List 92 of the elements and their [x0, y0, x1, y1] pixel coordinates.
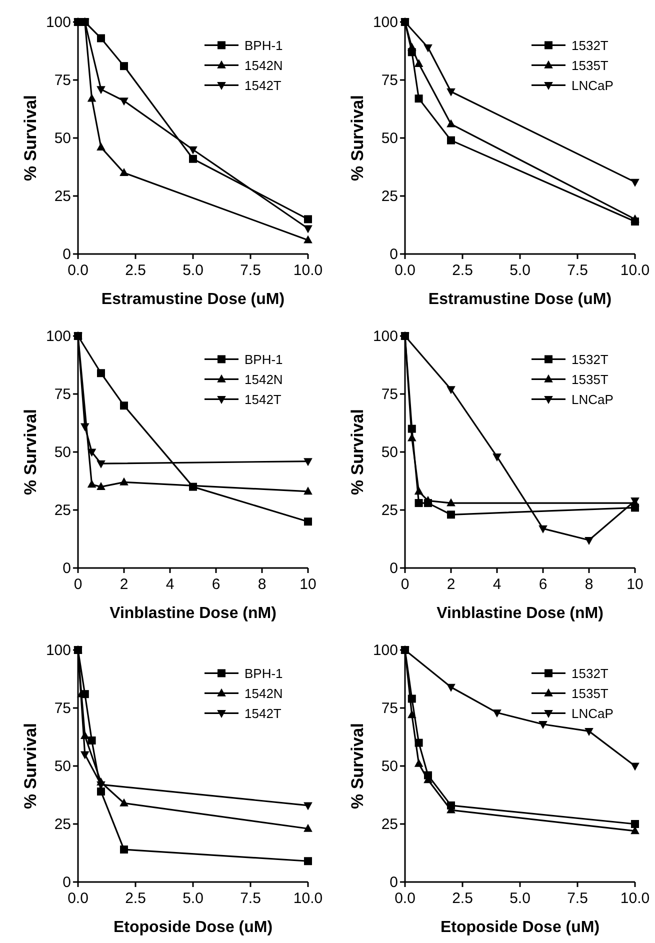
y-tick-label: 50 — [54, 444, 71, 461]
y-tick-label: 100 — [372, 642, 398, 659]
x-tick-label: 6 — [538, 576, 548, 593]
y-axis-title: % Survival — [348, 409, 367, 495]
x-tick-label: 7.5 — [567, 890, 588, 907]
y-axis-title: % Survival — [21, 723, 40, 809]
y-tick-label: 75 — [54, 72, 71, 89]
legend-label: BPH-1 — [244, 38, 283, 54]
x-tick-label: 0.0 — [394, 890, 416, 907]
legend-label: 1532T — [572, 38, 608, 54]
x-tick-label: 0 — [74, 576, 82, 593]
y-tick-label: 100 — [46, 14, 71, 31]
legend-label: BPH-1 — [244, 352, 283, 368]
y-axis-title: % Survival — [21, 95, 40, 181]
y-tick-label: 25 — [54, 816, 71, 833]
legend-label: LNCaP — [572, 392, 614, 408]
y-tick-label: 50 — [54, 130, 71, 147]
y-tick-label: 50 — [381, 130, 398, 147]
x-tick-label: 2.5 — [125, 890, 146, 907]
x-tick-label: 5.0 — [510, 262, 530, 279]
x-tick-label: 7.5 — [240, 262, 261, 279]
y-axis-title: % Survival — [348, 95, 367, 181]
x-tick-label: 0.0 — [394, 262, 416, 279]
y-tick-label: 75 — [54, 386, 71, 403]
x-tick-label: 10.0 — [293, 890, 323, 907]
y-tick-label: 100 — [372, 14, 398, 31]
x-axis-title: Estramustine Dose (uM) — [101, 291, 285, 308]
y-tick-label: 25 — [381, 188, 398, 205]
y-tick-label: 25 — [381, 816, 398, 833]
x-tick-label: 10 — [626, 576, 644, 593]
y-tick-label: 0 — [62, 874, 71, 891]
x-tick-label: 8 — [584, 576, 594, 593]
x-tick-label: 7.5 — [240, 890, 261, 907]
legend-label: 1535T — [572, 372, 608, 388]
legend-label: BPH-1 — [244, 666, 283, 682]
x-tick-label: 2.5 — [125, 262, 146, 279]
legend-label: 1535T — [572, 58, 608, 74]
legend-label: 1542T — [244, 392, 282, 408]
y-tick-label: 75 — [381, 72, 398, 89]
legend-label: 1542T — [244, 78, 282, 94]
legend-label: 1542N — [244, 686, 283, 702]
x-tick-label: 5.0 — [182, 890, 204, 907]
x-axis-title: Estramustine Dose (uM) — [428, 291, 612, 308]
x-axis-title: Etoposide Dose (uM) — [440, 919, 600, 936]
legend-label: 1542N — [244, 58, 283, 74]
x-tick-label: 8 — [258, 576, 266, 593]
x-tick-label: 10.0 — [620, 890, 650, 907]
y-tick-label: 50 — [381, 758, 398, 775]
x-axis-title: Etoposide Dose (uM) — [113, 919, 273, 936]
legend-label: LNCaP — [572, 78, 614, 94]
y-axis-title: % Survival — [21, 409, 40, 495]
x-axis-title: Vinblastine Dose (nM) — [110, 605, 276, 622]
x-tick-label: 0.0 — [68, 890, 88, 907]
y-tick-label: 25 — [54, 502, 71, 519]
x-tick-label: 6 — [212, 576, 220, 593]
x-tick-label: 0.0 — [68, 262, 88, 279]
x-tick-label: 5.0 — [182, 262, 204, 279]
y-tick-label: 25 — [381, 502, 398, 519]
x-tick-label: 10.0 — [620, 262, 650, 279]
legend-label: 1542N — [244, 372, 283, 388]
legend-label: LNCaP — [572, 706, 614, 722]
y-axis-title: % Survival — [348, 723, 367, 809]
x-axis-title: Vinblastine Dose (nM) — [436, 605, 604, 622]
y-tick-label: 50 — [381, 444, 398, 461]
y-tick-label: 0 — [390, 874, 398, 891]
y-tick-label: 0 — [62, 560, 71, 577]
legend-label: 1532T — [572, 352, 608, 368]
y-tick-label: 75 — [381, 700, 398, 717]
x-tick-label: 2.5 — [452, 262, 473, 279]
x-tick-label: 10 — [300, 576, 316, 593]
x-tick-label: 2.5 — [452, 890, 473, 907]
legend-label: 1535T — [572, 686, 608, 702]
x-tick-label: 0 — [400, 576, 410, 593]
y-tick-label: 0 — [390, 560, 398, 577]
y-tick-label: 100 — [372, 328, 398, 345]
y-tick-label: 50 — [54, 758, 71, 775]
x-tick-label: 4 — [166, 576, 174, 593]
y-tick-label: 100 — [46, 642, 71, 659]
x-tick-label: 2 — [120, 576, 128, 593]
x-tick-label: 7.5 — [567, 262, 588, 279]
x-tick-label: 4 — [492, 576, 502, 593]
x-tick-label: 2 — [446, 576, 456, 593]
legend-label: 1542T — [244, 706, 282, 722]
y-tick-label: 0 — [62, 246, 71, 263]
y-tick-label: 75 — [381, 386, 398, 403]
y-tick-label: 100 — [46, 328, 71, 345]
y-tick-label: 25 — [54, 188, 71, 205]
y-tick-label: 75 — [54, 700, 71, 717]
legend-label: 1532T — [572, 666, 608, 682]
x-tick-label: 5.0 — [510, 890, 530, 907]
y-tick-label: 0 — [390, 246, 398, 263]
x-tick-label: 10.0 — [293, 262, 323, 279]
